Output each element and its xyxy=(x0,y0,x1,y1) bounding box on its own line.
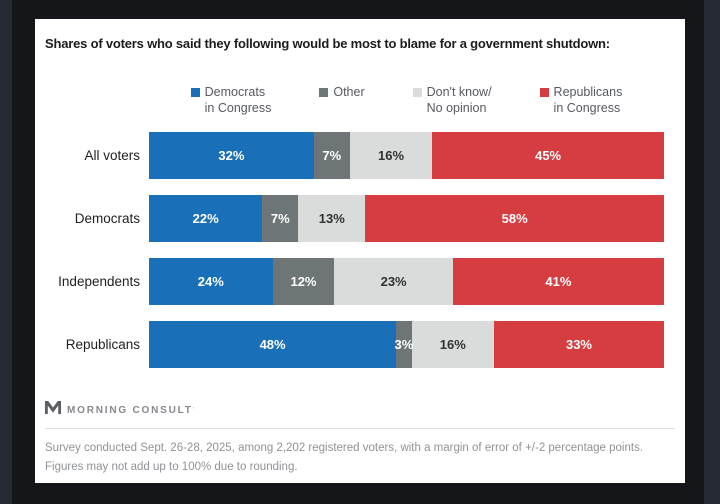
legend-swatch-red-icon xyxy=(539,88,549,97)
legend-label: Don't know/ xyxy=(426,85,492,99)
bar-segment: 45% xyxy=(432,132,664,179)
bar-value-label: 41% xyxy=(545,274,572,289)
morning-consult-logo-icon xyxy=(45,401,61,419)
brand-wordmark: MORNING CONSULT xyxy=(67,404,193,416)
bar-value-label: 23% xyxy=(380,274,407,289)
bar-segment: 3% xyxy=(394,321,414,368)
bar-value-label: 32% xyxy=(218,148,245,163)
bar-segment: 12% xyxy=(272,258,335,305)
bar-value-label: 12% xyxy=(290,274,317,289)
legend-swatch-blue-icon xyxy=(190,88,200,97)
brand-trademark: ’ xyxy=(192,406,195,414)
bar-segment: 7% xyxy=(313,132,350,179)
bar-value-label: 48% xyxy=(259,337,286,352)
bar-segment: 24% xyxy=(149,258,273,305)
chart-row: Independents 24% 12% 23% 41% xyxy=(45,258,675,305)
survey-methodology-note: Survey conducted Sept. 26-28, 2025, amon… xyxy=(45,442,644,473)
bar-value-label: 45% xyxy=(535,148,562,163)
bar-segment: 13% xyxy=(298,195,366,242)
legend-label-line2: No opinion xyxy=(426,101,487,115)
legend-swatch-darkgray-icon xyxy=(319,88,329,97)
chart-row: Republicans 48% 3% 16% 33% xyxy=(45,321,675,368)
bar-value-label: 22% xyxy=(192,211,219,226)
bar-segment: 41% xyxy=(452,258,664,305)
bar-segment: 23% xyxy=(334,258,453,305)
bar-track: 32% 7% 16% 45% xyxy=(149,132,664,179)
bar-value-label: 3% xyxy=(394,337,414,352)
bar-track: 48% 3% 16% 33% xyxy=(149,321,664,368)
bar-segment: 7% xyxy=(262,195,299,242)
bar-track: 22% 7% 13% 58% xyxy=(149,195,664,242)
chart-row: All voters 32% 7% 16% 45% xyxy=(45,132,675,179)
bar-value-label: 7% xyxy=(322,148,342,163)
legend-label: Democrats xyxy=(204,85,266,99)
bar-segment: 48% xyxy=(149,321,397,368)
bar-value-label: 24% xyxy=(197,274,224,289)
bar-value-label: 33% xyxy=(565,337,592,352)
brand-row: MORNING CONSULT’ xyxy=(45,401,675,419)
bar-value-label: 16% xyxy=(439,337,466,352)
bar-segment: 58% xyxy=(365,195,664,242)
bar-value-label: 58% xyxy=(501,211,528,226)
bar-segment: 22% xyxy=(149,195,263,242)
bar-segment: 33% xyxy=(494,321,664,368)
legend-label: Other xyxy=(333,85,365,99)
bar-value-label: 7% xyxy=(270,211,290,226)
row-label: All voters xyxy=(84,148,140,163)
bar-value-label: 13% xyxy=(318,211,345,226)
chart-row: Democrats 22% 7% 13% 58% xyxy=(45,195,675,242)
bar-track: 24% 12% 23% 41% xyxy=(149,258,664,305)
bar-value-label: 16% xyxy=(378,148,405,163)
legend-item-democrats: Democrats in Congress xyxy=(190,84,272,116)
row-label: Republicans xyxy=(65,337,140,352)
legend-swatch-lightgray-icon xyxy=(412,88,422,97)
legend-label-line2: in Congress xyxy=(204,101,272,115)
stacked-bar-chart: All voters 32% 7% 16% 45% Democrats 22% 7% 13% 58… xyxy=(45,132,675,368)
legend-label-line2: in Congress xyxy=(553,101,621,115)
bar-segment: 16% xyxy=(411,321,495,368)
chart-card: Shares of voters who said they following… xyxy=(35,19,685,483)
legend-item-dont-know: Don't know/No opinion xyxy=(412,84,492,116)
bar-segment: 32% xyxy=(149,132,314,179)
legend-label: Republicans xyxy=(553,85,623,99)
legend-item-republicans: Republicans in Congress xyxy=(539,84,623,116)
row-label: Independents xyxy=(58,274,140,289)
bar-segment: 16% xyxy=(349,132,433,179)
row-label: Democrats xyxy=(74,211,140,226)
chart-legend: Democrats in Congress Other Don't know/No… xyxy=(149,84,664,116)
footer-divider xyxy=(45,428,675,429)
legend-item-other: Other xyxy=(319,84,365,116)
chart-title: Shares of voters who said they following… xyxy=(45,36,610,51)
